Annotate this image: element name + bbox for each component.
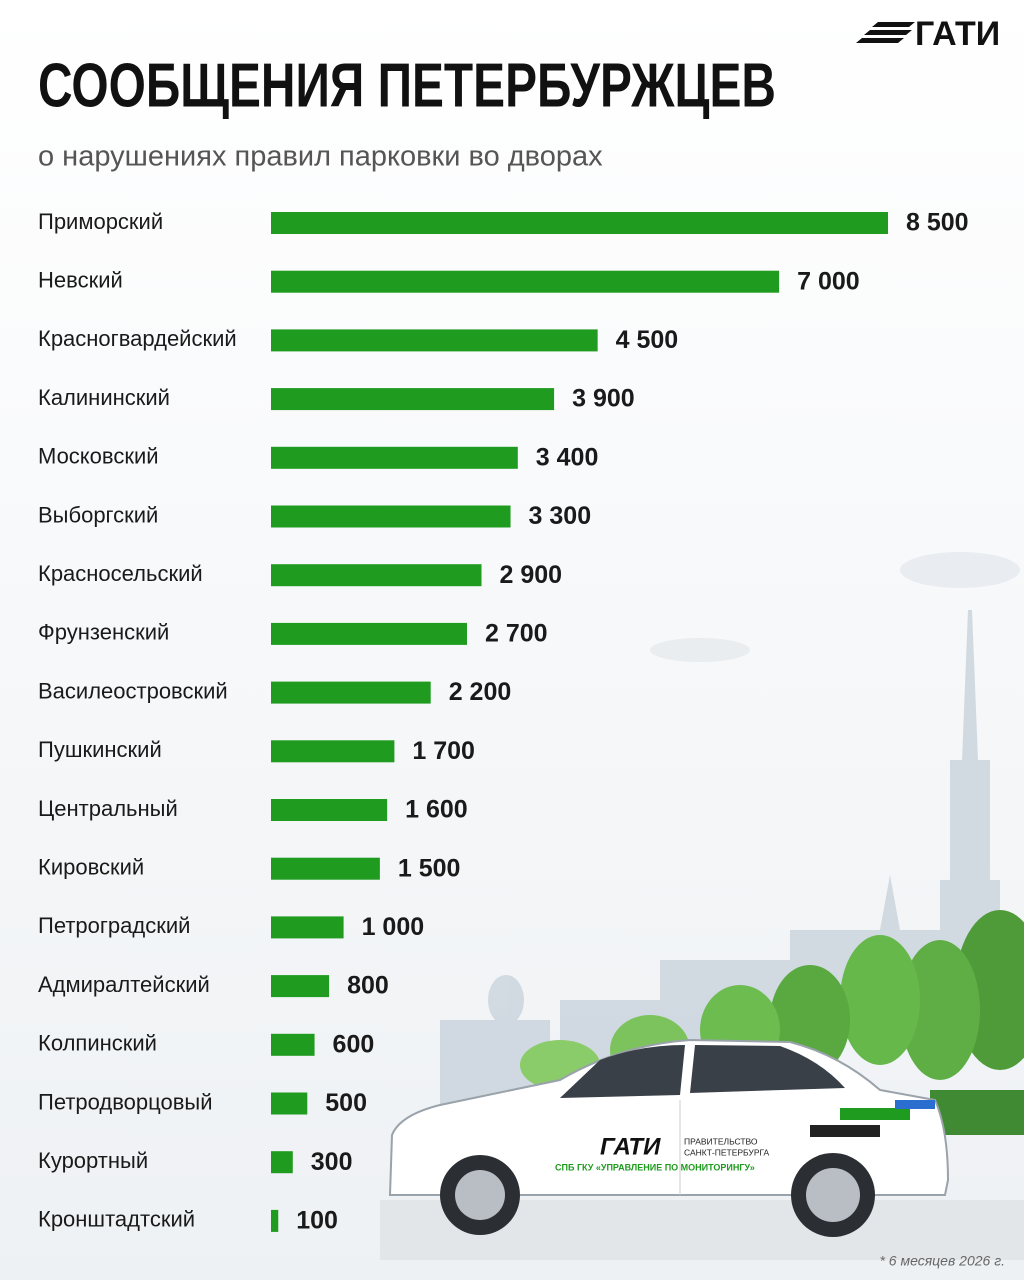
car-text: ПРАВИТЕЛЬСТВО [684,1136,758,1146]
bar [271,681,431,704]
chart-subtitle: о нарушениях правил парковки во дворах [38,141,603,173]
bar [271,1092,308,1115]
car [388,1038,950,1237]
category-label: Пушкинский [38,737,162,762]
value-label: 800 [347,972,389,1000]
bar [271,446,518,469]
car-logo: ГАТИ [600,1133,661,1160]
bar [271,1209,279,1232]
logo: ГАТИ [915,15,1000,53]
value-label: 1 700 [412,737,475,765]
bar [271,1033,315,1056]
car-text: САНКТ-ПЕТЕРБУРГА [684,1147,770,1157]
bar [271,740,395,763]
category-label: Петродворцовый [38,1089,213,1114]
bar [271,388,555,411]
car-text: СПБ ГКУ «УПРАВЛЕНИЕ ПО МОНИТОРИНГУ» [555,1162,755,1172]
value-label: 2 700 [485,620,548,648]
category-label: Центральный [38,796,178,821]
category-label: Курортный [38,1148,148,1173]
category-label: Колпинский [38,1031,157,1056]
category-label: Московский [38,444,159,469]
category-label: Приморский [38,209,163,234]
category-label: Кронштадтский [38,1207,195,1232]
value-label: 2 200 [449,678,512,706]
bar [271,857,380,880]
value-label: 100 [296,1207,338,1235]
value-label: 3 400 [536,443,599,471]
value-label: 3 300 [529,502,592,530]
category-label: Адмиралтейский [38,972,210,997]
category-label: Петроградский [38,913,190,938]
value-label: 4 500 [616,326,679,354]
value-label: 1 600 [405,796,468,824]
footnote: * 6 месяцев 2026 г. [879,1253,1005,1269]
category-label: Невский [38,268,123,293]
category-label: Выборгский [38,502,158,527]
category-label: Кировский [38,855,144,880]
value-label: 2 900 [500,561,563,589]
category-label: Фрунзенский [38,620,169,645]
bar [271,975,330,998]
category-label: Красногвардейский [38,326,237,351]
bar [271,212,888,234]
bar [271,270,780,293]
value-label: 3 900 [572,385,635,413]
chart-title: СООБЩЕНИЯ ПЕТЕРБУРЖЦЕВ [38,51,776,120]
value-label: 1 500 [398,854,461,882]
bar [271,564,482,587]
category-label: Красносельский [38,561,203,586]
category-label: Василеостровский [38,678,228,703]
bar [271,799,388,821]
logo-stripes [856,22,915,43]
value-label: 8 500 [906,209,969,237]
bar [271,1151,293,1174]
value-label: 7 000 [797,267,860,295]
bar [271,622,467,645]
bar [271,329,598,352]
category-label: Калининский [38,385,170,410]
value-label: 300 [311,1148,353,1176]
value-label: 1 000 [362,913,425,941]
bar [271,916,344,939]
value-label: 600 [333,1030,375,1058]
bar [271,505,511,528]
value-label: 500 [325,1089,367,1117]
